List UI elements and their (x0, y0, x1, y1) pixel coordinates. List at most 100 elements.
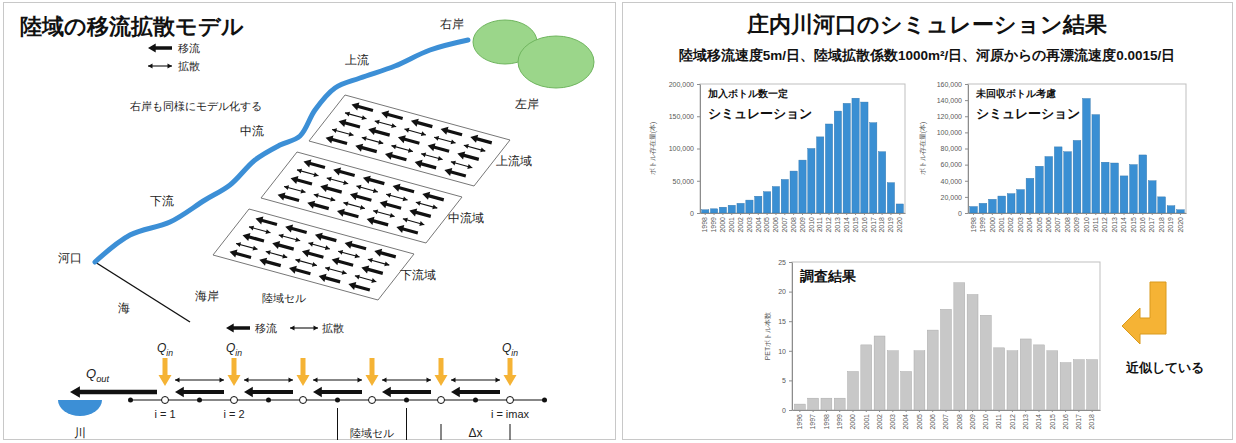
diffusion-head (416, 201, 421, 206)
diffusion-head (349, 132, 354, 137)
diffusion-head (342, 270, 347, 275)
bar (941, 309, 952, 410)
bank-label: 右岸 (440, 17, 464, 31)
diffusion-shaft (451, 379, 500, 380)
diffusion-head (308, 242, 313, 247)
diffusion-arrow (297, 169, 318, 177)
bar (1047, 351, 1058, 410)
tick-mark (1025, 410, 1026, 412)
diffusion-arrow (343, 201, 364, 209)
diffusion-head (368, 258, 373, 263)
tick-label: 2009 (1073, 217, 1080, 233)
diffusion-head (265, 229, 270, 234)
bar (834, 398, 845, 410)
x-tick: 2014 (1120, 213, 1127, 233)
bar (772, 187, 779, 213)
bar (878, 152, 885, 213)
flow-subscript: in (511, 348, 518, 358)
diffusion-arrow (404, 128, 425, 136)
panel-frame (623, 3, 1233, 440)
diffusion-head (345, 112, 350, 117)
bar (874, 336, 885, 410)
x-tick: 2002 (737, 213, 744, 233)
diffusion-arrow (249, 226, 270, 234)
diffusion-head (314, 326, 319, 331)
tick-mark (855, 213, 856, 215)
tick-mark (1092, 410, 1093, 412)
tick-mark (906, 410, 907, 412)
bar (1111, 163, 1119, 213)
advection-arrow (374, 249, 396, 259)
diffusion-head (313, 378, 318, 383)
axis-title: ボトル存在量(本) (649, 122, 657, 176)
tick-mark (1124, 213, 1125, 215)
advection-arrow (297, 358, 310, 386)
bar (1034, 345, 1045, 410)
tick-label: 2009 (799, 217, 806, 233)
cell-label: 陸域セル (350, 427, 394, 439)
x-tick: 2011 (1092, 213, 1099, 232)
plot-frame (700, 84, 905, 213)
bar (1148, 181, 1156, 213)
diffusion-arrow (279, 234, 300, 242)
x-axis: 1996199719981999200020012002200320042005… (793, 410, 1101, 430)
advection-arrow (451, 387, 500, 397)
x-tick: 2014 (1035, 410, 1042, 430)
diffusion-head (297, 169, 302, 174)
x-tick: 2009 (799, 213, 806, 233)
diffusion-head (289, 378, 294, 383)
x-tick: 2012 (1009, 410, 1016, 430)
tick-label: 2012 (825, 217, 832, 233)
diffusion-arrow (332, 128, 353, 136)
bar (1130, 165, 1138, 213)
flow-label: Qin (157, 341, 173, 358)
cell-boundary (197, 398, 202, 403)
tick-label: 2007 (781, 217, 788, 233)
tick-mark (705, 213, 706, 215)
advection-arrow (278, 193, 300, 203)
slide-pair: 陸域の移流拡散モデル移流拡散右岸も同様にモデル化する右岸左岸上流中流下流河口上流… (0, 0, 1236, 443)
x-tick: 2010 (808, 213, 815, 233)
tick-mark (1020, 213, 1021, 215)
diffusion-head (378, 140, 383, 145)
diffusion-head (432, 205, 437, 210)
tick-label: 2013 (1022, 414, 1029, 430)
diffusion-arrow (236, 242, 257, 250)
tick-label: 160,000 (937, 81, 962, 88)
tick-label: 1997 (809, 414, 816, 430)
bar (1120, 176, 1128, 213)
tick-label: 200,000 (669, 81, 694, 88)
x-tick: 2006 (929, 410, 936, 430)
river-label: 上流 (345, 53, 369, 67)
tick-label: 2008 (956, 414, 963, 430)
tick-label: 2011 (816, 217, 823, 232)
diffusion-head (480, 148, 485, 153)
bar (737, 203, 744, 213)
callout: 近似している (1122, 282, 1204, 375)
cell-boundary (335, 398, 340, 403)
bar (1177, 210, 1185, 213)
bar (870, 123, 877, 213)
tick-mark (714, 213, 715, 215)
bar (852, 98, 859, 213)
tick-mark (1114, 213, 1115, 215)
plot-frame (792, 262, 1100, 410)
diffusion-arrow (451, 161, 472, 169)
tick-mark (892, 410, 893, 412)
tick-mark (789, 292, 792, 293)
x-tick: 2006 (772, 213, 779, 233)
tick-mark (1133, 213, 1134, 215)
x-tick: 2017 (1075, 410, 1082, 430)
y-tick: 140,000 (937, 97, 968, 104)
diffusion-head (464, 144, 469, 149)
x-tick: 2000 (849, 410, 856, 430)
spacing-label: Δx (468, 426, 482, 440)
tick-mark (965, 197, 968, 198)
advection-arrow (320, 184, 342, 194)
river-label: 川 (74, 426, 86, 440)
cell-label: 陸域セル (262, 292, 306, 304)
tick-mark (1077, 213, 1078, 215)
diffusion-head (434, 136, 439, 141)
tick-label: 2019 (887, 217, 894, 233)
diffusion-head (384, 262, 389, 267)
